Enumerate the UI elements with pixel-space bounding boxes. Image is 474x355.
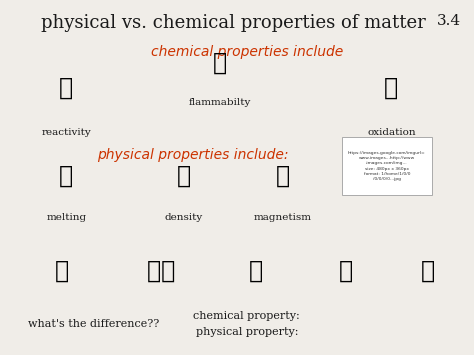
Text: 🧑‍🍳: 🧑‍🍳 bbox=[147, 259, 175, 283]
Text: flammabilty: flammabilty bbox=[189, 98, 251, 107]
Text: 🔮: 🔮 bbox=[339, 259, 353, 283]
Text: https://images.google.com/imgurl=
www.images...http://www
.images.com/img...
siz: https://images.google.com/imgurl= www.im… bbox=[348, 151, 426, 181]
Text: physical vs. chemical properties of matter: physical vs. chemical properties of matt… bbox=[41, 14, 426, 32]
Text: physical properties include:: physical properties include: bbox=[97, 148, 289, 162]
Text: 🪵: 🪵 bbox=[384, 76, 399, 100]
Text: 🍖: 🍖 bbox=[59, 164, 73, 188]
Text: 🧲: 🧲 bbox=[276, 164, 290, 188]
Text: reactivity: reactivity bbox=[41, 128, 91, 137]
Text: 🔵: 🔵 bbox=[177, 164, 191, 188]
Text: 🔥: 🔥 bbox=[213, 51, 227, 75]
Text: oxidation: oxidation bbox=[367, 128, 416, 137]
Text: what's the difference??: what's the difference?? bbox=[27, 319, 159, 329]
Text: 3.4: 3.4 bbox=[437, 14, 461, 28]
Text: 💎: 💎 bbox=[249, 259, 263, 283]
Text: melting: melting bbox=[46, 213, 86, 222]
Text: physical property:: physical property: bbox=[196, 327, 298, 338]
Text: density: density bbox=[164, 213, 203, 222]
Text: 🧪: 🧪 bbox=[59, 76, 73, 100]
Text: 🌈: 🌈 bbox=[55, 259, 69, 283]
Text: 🍎: 🍎 bbox=[420, 259, 435, 283]
Text: magnetism: magnetism bbox=[254, 213, 312, 222]
Text: chemical property:: chemical property: bbox=[193, 311, 300, 321]
FancyBboxPatch shape bbox=[342, 137, 432, 195]
Text: chemical properties include: chemical properties include bbox=[151, 45, 343, 59]
